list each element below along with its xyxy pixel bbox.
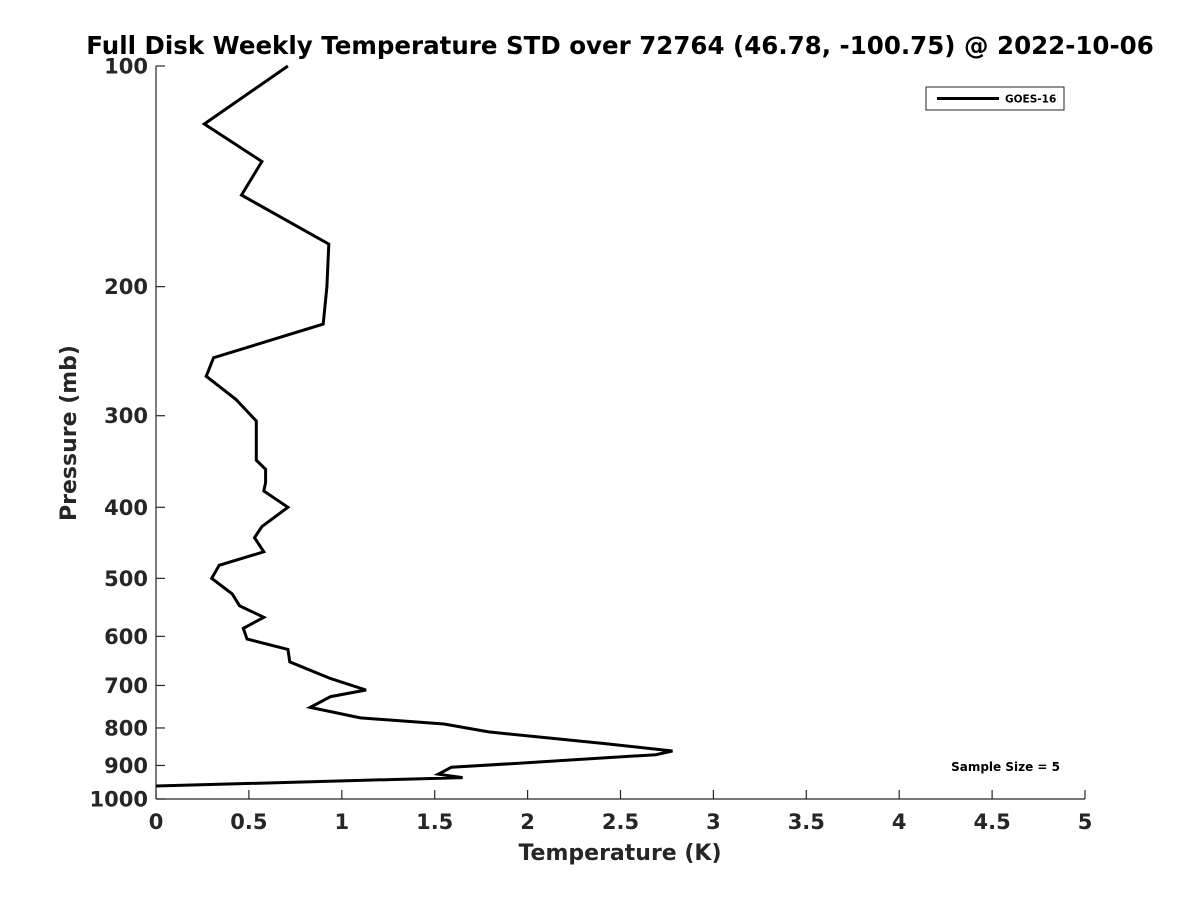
x-tick-label: 4.5 bbox=[973, 810, 1010, 834]
y-tick-label: 900 bbox=[104, 754, 148, 778]
y-tick-label: 700 bbox=[104, 674, 148, 698]
series-layer bbox=[155, 64, 673, 788]
y-tick-label: 300 bbox=[104, 404, 148, 428]
x-tick-label: 2 bbox=[520, 810, 535, 834]
legend: GOES-16 bbox=[925, 86, 1065, 111]
x-tick-label: 1 bbox=[334, 810, 349, 834]
x-axis-label: Temperature (K) bbox=[518, 841, 721, 866]
y-axis-ticks: 100 200 300 400 500 600 700 800 900 1000 bbox=[90, 55, 165, 812]
chart-title: Full Disk Weekly Temperature STD over 72… bbox=[86, 31, 1154, 60]
x-axis-ticks: 0 0.5 1 1.5 2 2.5 3 3.5 4 4.5 5 bbox=[149, 790, 1093, 834]
x-tick-label: 2.5 bbox=[602, 810, 639, 834]
y-tick-label: 500 bbox=[104, 567, 148, 591]
y-axis-label: Pressure (mb) bbox=[57, 345, 82, 521]
axes bbox=[155, 66, 1085, 800]
legend-entry-goes16: GOES-16 bbox=[1005, 94, 1056, 106]
y-tick-label: 1000 bbox=[90, 788, 148, 812]
y-tick-label: 600 bbox=[104, 625, 148, 649]
y-tick-label: 200 bbox=[104, 275, 148, 299]
sample-size-annotation: Sample Size = 5 bbox=[951, 760, 1060, 774]
y-tick-label: 100 bbox=[104, 55, 148, 79]
y-tick-label: 800 bbox=[104, 716, 148, 740]
series-line-goes16 bbox=[155, 64, 673, 788]
x-tick-label: 1.5 bbox=[416, 810, 453, 834]
x-tick-label: 0 bbox=[149, 810, 164, 834]
x-tick-label: 5 bbox=[1078, 810, 1093, 834]
x-tick-label: 4 bbox=[892, 810, 907, 834]
x-tick-label: 3.5 bbox=[788, 810, 825, 834]
y-tick-label: 400 bbox=[104, 496, 148, 520]
x-tick-label: 3 bbox=[706, 810, 721, 834]
x-tick-label: 0.5 bbox=[230, 810, 267, 834]
